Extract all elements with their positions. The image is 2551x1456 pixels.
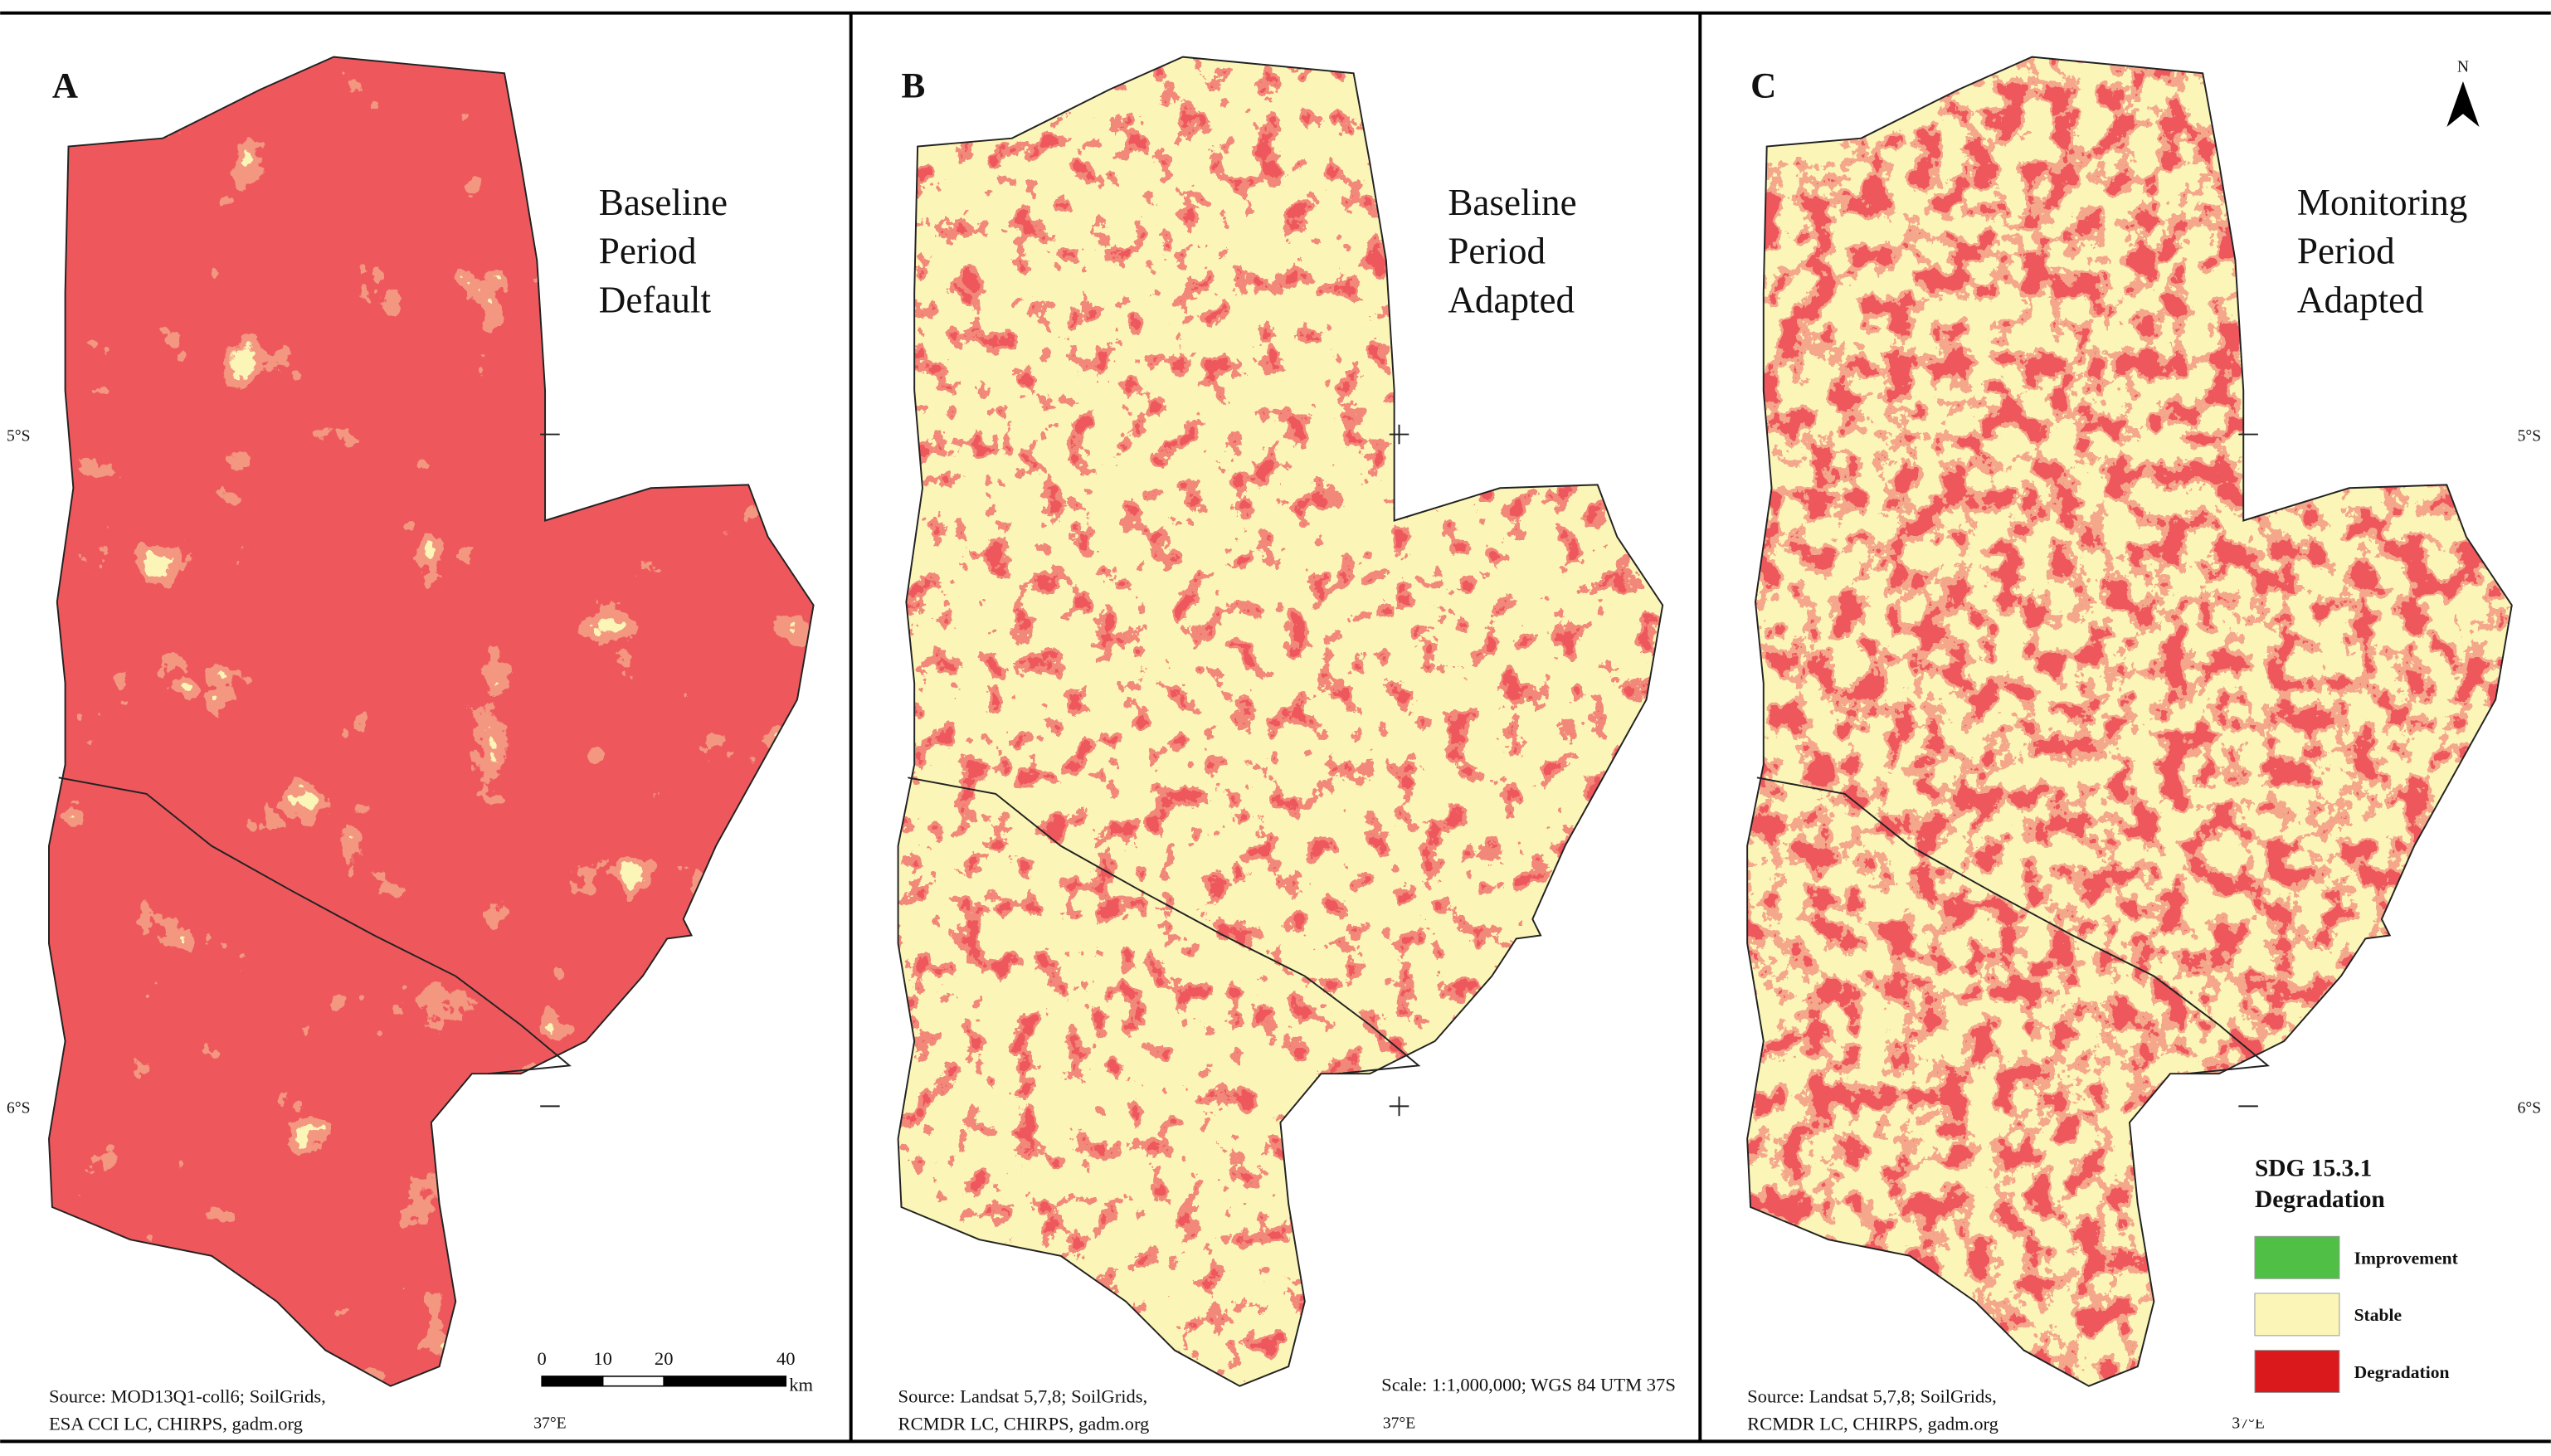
lat-label: 6°S [2518, 1099, 2542, 1117]
source-text: Source: MOD13Q1-coll6; SoilGrids, [49, 1385, 326, 1406]
lat-label: 5°S [7, 427, 31, 445]
source-text: ESA CCI LC, CHIRPS, gadm.org [49, 1414, 303, 1434]
map-panel: B Baseline Period Adapted Source: Landsat 5,… [897, 56, 1664, 1434]
scale-segment [663, 1376, 787, 1387]
panel-title: Baseline [599, 182, 728, 223]
scale-tick-label: 10 [593, 1348, 612, 1369]
panel-title: Period [599, 231, 697, 272]
panel-title: Monitoring [2297, 182, 2467, 223]
region-outline [1746, 56, 2513, 1387]
panel-title: Baseline [1448, 182, 1576, 223]
panel-title: Period [1448, 231, 1546, 272]
scale-unit: km [789, 1375, 813, 1395]
legend-title: Degradation [2255, 1186, 2385, 1213]
lat-label: 5°S [2518, 427, 2542, 445]
panel-letter: A [52, 67, 78, 106]
scale-tick-label: 0 [537, 1348, 546, 1369]
north-arrow [2446, 81, 2480, 127]
source-text: RCMDR LC, CHIRPS, gadm.org [898, 1414, 1150, 1434]
scale-text: Scale: 1:1,000,000; WGS 84 UTM 37S [1381, 1375, 1676, 1395]
legend-title: SDG 15.3.1 [2255, 1156, 2372, 1182]
lon-label: 37°E [1383, 1415, 1415, 1433]
lat-label: 6°S [7, 1099, 31, 1117]
region-outline [48, 56, 815, 1387]
legend-swatch [2254, 1293, 2340, 1337]
scale-segment [541, 1376, 604, 1387]
district-boundary [58, 777, 572, 1075]
lon-label: 37°E [2232, 1415, 2264, 1433]
legend-swatch [2254, 1235, 2340, 1279]
panel-title: Period [2297, 231, 2395, 272]
scale-segment [601, 1376, 665, 1387]
panel-title: Adapted [1448, 279, 1575, 320]
scale-tick-label: 20 [655, 1348, 674, 1369]
legend-label: Degradation [2354, 1362, 2450, 1382]
legend-label: Stable [2354, 1305, 2402, 1325]
legend-swatch [2254, 1350, 2340, 1394]
panel-title: Default [599, 279, 712, 320]
source-text: Source: Landsat 5,7,8; SoilGrids, [898, 1385, 1148, 1406]
source-text: Source: Landsat 5,7,8; SoilGrids, [1747, 1385, 1997, 1406]
map-panel: A Baseline Period Default Source: MOD13Q1-co… [48, 56, 815, 1434]
legend: SDG 15.3.1 Degradation Improvement Stable De… [2241, 1137, 2523, 1419]
scale-tick-label: 40 [776, 1348, 796, 1369]
panel-letter: C [1750, 67, 1776, 106]
district-boundary [908, 777, 1421, 1075]
north-label: N [2457, 58, 2469, 75]
source-text: RCMDR LC, CHIRPS, gadm.org [1747, 1414, 1998, 1434]
legend-label: Improvement [2354, 1249, 2459, 1269]
region-outline [897, 56, 1664, 1387]
panel-title: Adapted [2297, 279, 2424, 320]
panel-letter: B [901, 67, 925, 106]
lon-label: 37°E [533, 1415, 566, 1433]
district-boundary [1756, 777, 2271, 1075]
